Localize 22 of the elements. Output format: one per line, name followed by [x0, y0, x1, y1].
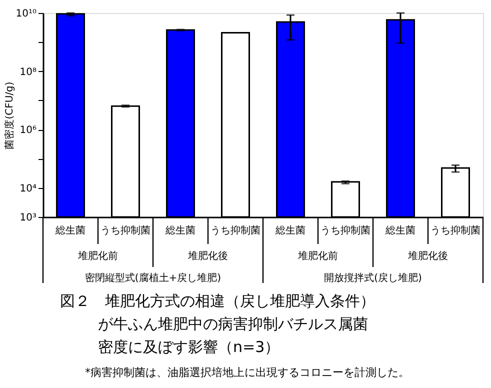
text: 開放撹拌式(戻し堆肥) — [324, 272, 422, 284]
x-tick-label: うち抑制菌 — [320, 224, 370, 236]
y-tick-label: 10⁴ — [20, 183, 36, 194]
text: 密閉縦型式(腐植土+戻し堆肥) — [84, 272, 222, 284]
x-tick-label: 総生菌 — [164, 224, 196, 236]
x-tick-label: 総生菌 — [384, 224, 416, 236]
y-tick-label: 10¹⁰ — [16, 8, 36, 20]
text: 堆肥化前 — [297, 250, 338, 262]
text: *病害抑制菌は、油脂選択培地上に出現するコロニーを計測した。 — [85, 366, 410, 379]
x-tick-label: 総生菌 — [274, 224, 306, 236]
y-axis-title: 菌密度(CFU/g) — [4, 82, 16, 150]
text: 堆肥化後 — [407, 250, 448, 262]
x-tick-label: 総生菌 — [54, 224, 86, 236]
x-tick-label: うち抑制菌 — [210, 224, 260, 236]
text: 図２ 堆肥化方式の相違（戻し堆肥導入条件）が牛ふん堆肥中の病害抑制バチルス属菌密度に及ぼす影響（n=3） — [60, 292, 375, 356]
y-tick-label: 10⁸ — [20, 66, 36, 78]
text: 堆肥化前 — [77, 250, 118, 262]
y-tick-label: 10³ — [20, 212, 36, 224]
x-tick-label: うち抑制菌 — [100, 224, 150, 236]
x-tick-label: うち抑制菌 — [430, 224, 480, 236]
text: 堆肥化後 — [187, 250, 228, 262]
y-tick-label: 10⁶ — [20, 125, 36, 136]
